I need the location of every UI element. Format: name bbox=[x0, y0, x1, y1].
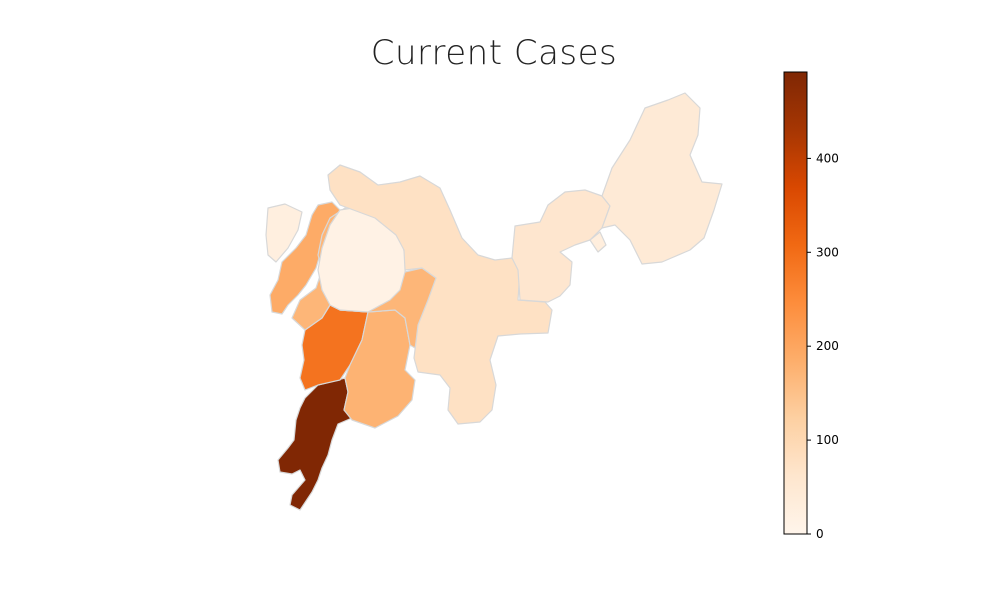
map-regions bbox=[265, 92, 723, 511]
colorbar-tick-label: 400 bbox=[816, 151, 839, 165]
map-region bbox=[265, 203, 303, 263]
colorbar-tick-label: 100 bbox=[816, 433, 839, 447]
colorbar-ticks: 0 100 200 300 400 bbox=[807, 151, 839, 541]
colorbar-tick-label: 0 bbox=[816, 527, 824, 541]
map-region bbox=[277, 377, 353, 511]
map-region bbox=[511, 189, 611, 303]
colorbar: 0 100 200 300 400 bbox=[783, 71, 839, 541]
colorbar-tick-label: 200 bbox=[816, 339, 839, 353]
colorbar-gradient bbox=[783, 71, 808, 535]
map-region bbox=[601, 92, 723, 265]
map-region bbox=[589, 231, 607, 253]
map-title: Current Cases bbox=[371, 33, 618, 73]
colorbar-tick-label: 300 bbox=[816, 245, 839, 259]
map-region bbox=[327, 164, 553, 425]
